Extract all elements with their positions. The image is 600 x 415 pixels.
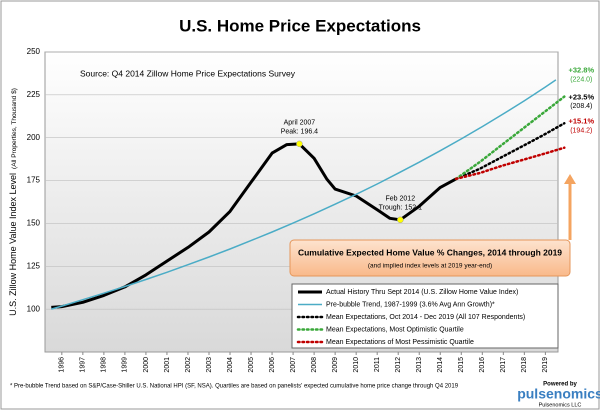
legend <box>291 283 559 349</box>
x-tick-label: 2009 <box>332 357 339 373</box>
x-tick-label: 1999 <box>122 357 129 373</box>
end-value-label: (224.0) <box>570 76 592 83</box>
y-label-note: (All Properties, Thousand $) <box>11 88 18 169</box>
y-tick-label: 100 <box>27 304 41 313</box>
arrow-head <box>564 174 576 184</box>
x-tick-label: 2008 <box>311 357 318 373</box>
x-tick-label: 2018 <box>521 357 528 373</box>
chart-title: U.S. Home Price Expectations <box>179 16 421 35</box>
series-line <box>454 146 566 181</box>
x-tick-label: 2006 <box>269 357 276 373</box>
x-tick-label: 2011 <box>374 357 381 372</box>
legend-label: Pre-bubble Trend, 1987-1999 (3.6% Avg An… <box>326 301 495 308</box>
logo-prefix: Powered by <box>543 382 577 388</box>
x-tick-label: 2003 <box>206 357 213 373</box>
legend-label: Actual History Thru Sept 2014 (U.S. Zill… <box>326 289 518 296</box>
x-tick-label: 2016 <box>479 357 486 373</box>
end-label: +23.5% <box>568 92 594 101</box>
x-tick-label: 2000 <box>143 357 150 373</box>
series-line <box>454 95 566 181</box>
y-tick-label: 200 <box>27 133 41 142</box>
end-label: +15.1% <box>568 117 594 126</box>
x-tick-label: 2007 <box>290 357 297 373</box>
x-tick-label: 1997 <box>80 357 87 373</box>
footnote: * Pre-bubble Trend based on S&P/Case-Shi… <box>10 384 459 390</box>
annotation: Feb 2012 <box>386 196 416 203</box>
logo-company: Pulsenomics LLC <box>539 402 582 408</box>
x-tick-label: 1996 <box>59 357 66 373</box>
y-tick-label: 125 <box>27 261 41 270</box>
lines <box>51 79 566 310</box>
annotation: Trough: 152.1 <box>379 205 422 212</box>
end-value-label: (194.2) <box>570 128 592 135</box>
source: Source: Q4 2014 Zillow Home Price Expect… <box>80 68 296 78</box>
x-tick-label: 2005 <box>248 357 255 373</box>
y-tick-label: 250 <box>27 47 41 56</box>
legend-items: Actual History Thru Sept 2014 (U.S. Zill… <box>296 289 525 346</box>
series-line <box>454 122 566 181</box>
annotation: April 2007 <box>284 120 316 127</box>
x-tick-label: 2012 <box>395 357 402 373</box>
legend-label: Mean Expectations of Most Pessimistic Qu… <box>326 339 474 346</box>
x-tick-label: 2001 <box>164 357 171 373</box>
x-tick-label: 2002 <box>185 357 192 373</box>
y-tick-label: 225 <box>27 90 41 99</box>
annotation-point <box>296 140 303 148</box>
y-tick-label: 175 <box>27 176 41 185</box>
y-axis-label: U.S. Zillow Home Value Index Level (All P… <box>8 88 18 316</box>
y-label: U.S. Zillow Home Value Index Level <box>8 173 18 316</box>
end-value-label: (208.4) <box>570 103 592 110</box>
x-tick-label: 2004 <box>227 357 234 373</box>
x-tick-label: 2014 <box>437 357 444 373</box>
logo: pulsenomics <box>517 386 600 402</box>
annotation: Peak: 196.4 <box>281 129 318 136</box>
legend-label: Mean Expectations, Most Optimistic Quart… <box>326 326 464 333</box>
summary-box <box>289 239 571 277</box>
end-label: +32.8% <box>568 66 594 75</box>
series-line <box>51 79 557 310</box>
x-tick-label: 2010 <box>353 357 360 373</box>
x-tick-label: 2015 <box>458 357 465 373</box>
x-tick-label: 2013 <box>416 357 423 373</box>
annotation-point <box>397 216 404 224</box>
x-tick-label: 2017 <box>500 357 507 373</box>
box-title: Cumulative Expected Home Value % Changes… <box>298 247 562 257</box>
legend-label: Mean Expectations, Oct 2014 - Dec 2019 (… <box>326 314 525 321</box>
box-note: (and implied index levels at 2019 year-e… <box>368 263 492 270</box>
x-tick-label: 2019 <box>542 357 549 373</box>
x-tick-label: 1998 <box>101 357 108 373</box>
y-tick-label: 150 <box>27 219 41 228</box>
